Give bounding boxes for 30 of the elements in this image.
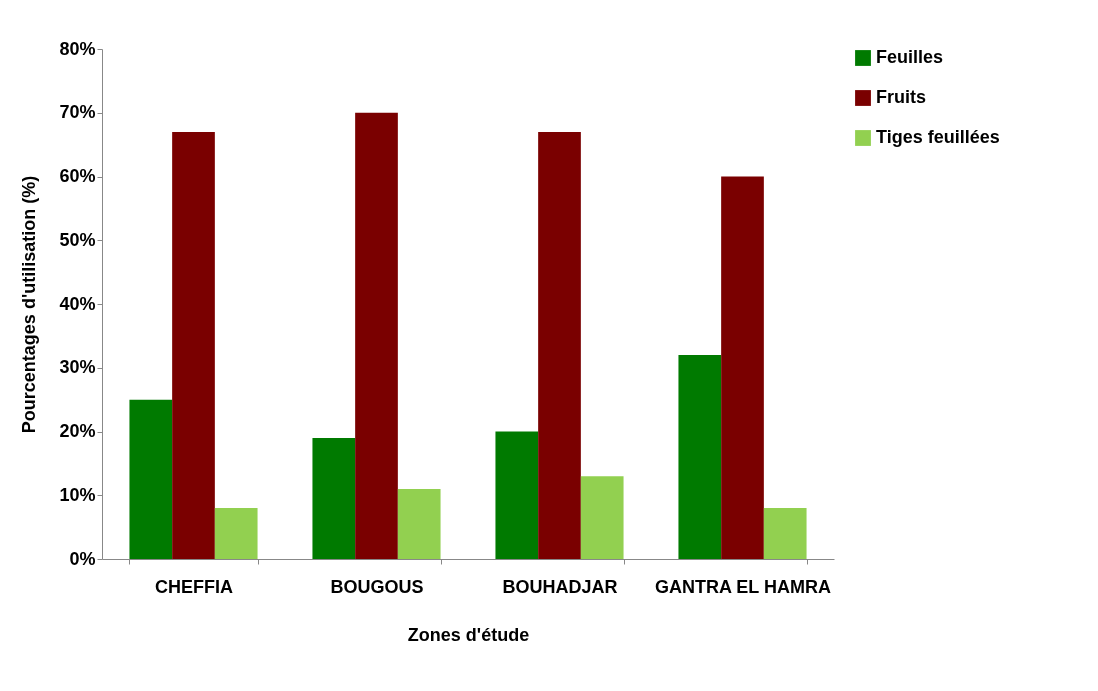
bar [678, 355, 722, 559]
legend-label: Tiges feuillées [876, 127, 1000, 147]
legend-label: Fruits [876, 87, 927, 107]
y-tick-label: 60% [59, 166, 96, 186]
legend-label: Feuilles [876, 47, 944, 67]
bar [580, 476, 624, 559]
y-tick-label: 40% [59, 293, 96, 314]
y-tick-label: 70% [59, 102, 96, 123]
bar [721, 176, 764, 559]
x-tick-label: CHEFFIA [155, 576, 233, 597]
y-tick-label: 20% [59, 421, 96, 441]
bar [495, 431, 539, 559]
bar [397, 488, 441, 559]
y-axis-title: Pourcentages d'utilisation (%) [19, 175, 40, 434]
y-tick-label: 50% [59, 229, 96, 250]
y-tick-label: 0% [69, 548, 96, 569]
x-tick-label: BOUHADJAR [502, 576, 618, 597]
x-axis-title: Zones d'étude [407, 624, 530, 645]
y-tick-label: 10% [59, 484, 96, 505]
bar [355, 112, 398, 559]
bar [538, 131, 581, 559]
bar [312, 437, 356, 559]
bar [214, 508, 258, 559]
bar [172, 131, 215, 559]
bar [129, 399, 173, 559]
y-tick-label: 30% [59, 357, 96, 378]
x-tick-label: BOUGOUS [330, 576, 424, 597]
y-tick-label: 80% [59, 38, 96, 59]
x-tick-label: GANTRA EL HAMRA [655, 576, 831, 597]
bar [763, 508, 807, 559]
